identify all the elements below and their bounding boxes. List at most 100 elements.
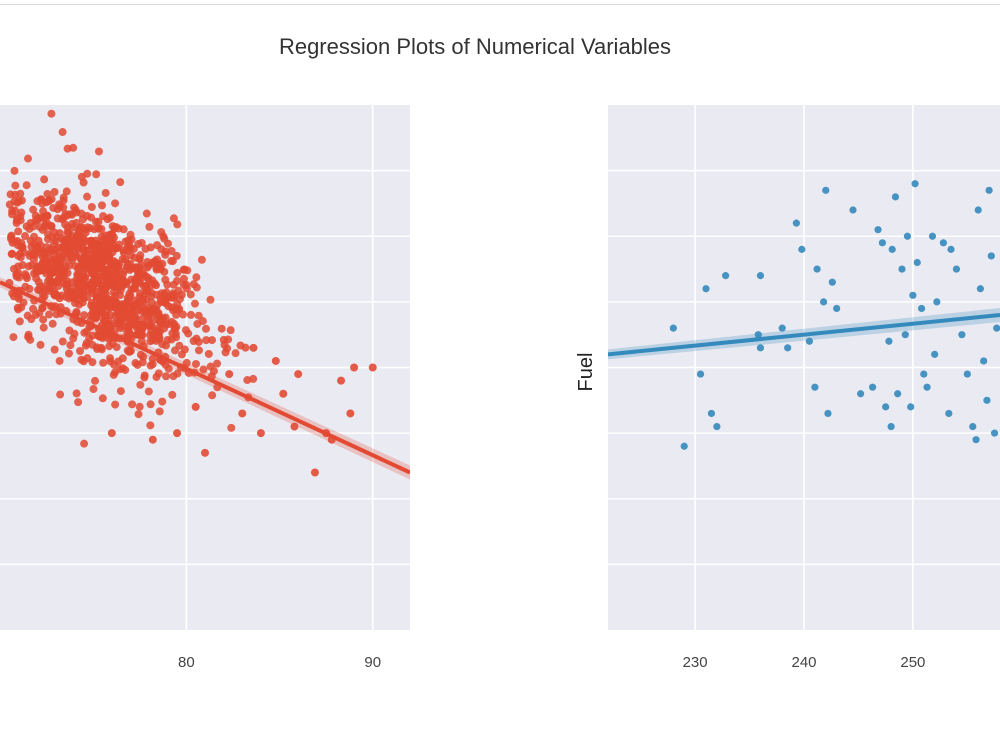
- scatter-point: [68, 223, 77, 232]
- scatter-point: [135, 402, 144, 411]
- scatter-point: [236, 341, 245, 350]
- scatter-point: [878, 239, 887, 247]
- scatter-point: [21, 282, 30, 291]
- scatter-point: [189, 280, 198, 289]
- scatter-point: [105, 231, 114, 240]
- scatter-point: [227, 423, 236, 432]
- scatter-point: [70, 203, 79, 212]
- scatter-point: [920, 370, 928, 378]
- scatter-point: [140, 373, 149, 382]
- scatter-point: [92, 240, 101, 249]
- scatter-point: [822, 186, 830, 194]
- scatter-point: [150, 334, 159, 343]
- scatter-point: [83, 286, 92, 295]
- scatter-point: [192, 273, 201, 282]
- scatter-point: [10, 166, 19, 175]
- scatter-point: [179, 274, 188, 283]
- scatter-point: [14, 262, 23, 271]
- scatter-point: [798, 245, 806, 253]
- scatter-point: [145, 222, 154, 231]
- scatter-point: [778, 324, 786, 332]
- scatter-point: [958, 331, 966, 339]
- scatter-point: [29, 205, 38, 214]
- scatter-point: [126, 330, 135, 339]
- scatter-point: [48, 319, 57, 328]
- scatter-point: [894, 390, 902, 398]
- scatter-point: [976, 285, 985, 293]
- scatter-point: [83, 254, 92, 263]
- scatter-point: [153, 309, 162, 318]
- scatter-point: [974, 206, 982, 214]
- scatter-point: [139, 313, 148, 322]
- scatter-point: [784, 344, 792, 352]
- x-tick-label: 80: [178, 654, 195, 671]
- scatter-point: [13, 198, 22, 207]
- scatter-point: [126, 346, 135, 355]
- scatter-point: [157, 297, 166, 306]
- scatter-point: [226, 326, 235, 335]
- scatter-point: [168, 257, 177, 266]
- scatter-point: [202, 336, 211, 345]
- points-layer: [0, 109, 410, 480]
- scatter-point: [882, 403, 890, 411]
- scatter-point: [91, 376, 100, 385]
- scatter-point: [119, 248, 128, 257]
- scatter-point: [696, 370, 705, 378]
- points-layer: [608, 180, 1000, 450]
- scatter-point: [220, 340, 229, 349]
- scatter-point: [22, 181, 31, 190]
- scatter-point: [182, 358, 191, 367]
- scatter-point: [94, 331, 103, 340]
- scatter-point: [100, 291, 109, 300]
- scatter-point: [87, 298, 96, 307]
- scatter-point: [191, 359, 200, 368]
- scatter-point: [928, 232, 937, 240]
- scatter-point: [76, 223, 85, 232]
- scatter-point: [256, 429, 265, 438]
- scatter-point: [162, 372, 171, 381]
- scatter-point: [67, 284, 76, 293]
- scatter-point: [173, 429, 182, 438]
- scatter-point: [16, 212, 25, 221]
- scatter-point: [290, 422, 299, 431]
- scatter-point: [213, 359, 222, 368]
- x-tick-label: 250: [900, 654, 925, 671]
- x-tick-label: 230: [683, 654, 708, 671]
- scatter-point: [106, 354, 115, 363]
- scatter-point: [161, 247, 170, 256]
- scatter-point: [901, 331, 909, 339]
- scatter-point: [225, 370, 234, 379]
- scatter-point: [857, 390, 865, 398]
- scatter-point: [990, 429, 999, 437]
- scatter-point: [17, 239, 26, 248]
- scatter-point: [888, 245, 896, 253]
- scatter-point: [94, 224, 103, 233]
- scatter-point: [194, 311, 203, 320]
- scatter-point: [110, 368, 119, 377]
- scatter-point: [208, 336, 217, 345]
- scatter-point: [907, 403, 915, 411]
- scatter-point: [163, 335, 172, 344]
- scatter-point: [38, 289, 47, 298]
- scatter-point: [170, 319, 179, 328]
- scatter-point: [64, 349, 73, 358]
- scatter-point: [38, 258, 47, 267]
- scatter-point: [933, 298, 941, 306]
- scatter-point: [206, 295, 215, 304]
- scatter-point: [8, 206, 17, 215]
- x-tick-label: 240: [791, 654, 816, 671]
- scatter-point: [142, 209, 151, 218]
- scatter-point: [131, 359, 140, 368]
- scatter-point: [918, 304, 926, 313]
- scatter-point: [869, 383, 877, 391]
- scatter-point: [70, 329, 79, 338]
- scatter-point: [24, 262, 33, 271]
- scatter-point: [104, 273, 113, 282]
- scatter-point: [99, 358, 108, 367]
- scatter-point: [128, 400, 137, 409]
- scatter-point: [702, 285, 710, 293]
- scatter-point: [47, 109, 56, 118]
- scatter-point: [143, 257, 152, 266]
- scatter-point: [993, 324, 1000, 332]
- scatter-point: [891, 193, 900, 201]
